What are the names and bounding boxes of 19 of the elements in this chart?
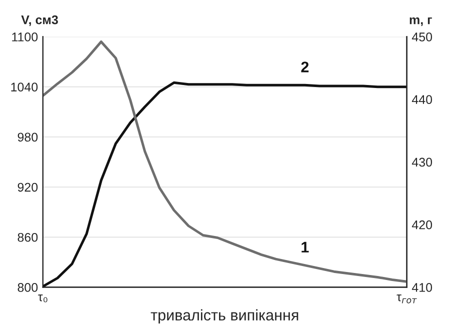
y2-axis-title: m, г — [410, 17, 432, 26]
x-tick-label: τ$_{гот}$ — [396, 294, 417, 304]
line-series — [42, 40, 407, 283]
x-tick-label: τ₀ — [38, 294, 48, 302]
y-tick-label: 920 — [18, 182, 38, 192]
y2-tick-label: 420 — [412, 220, 432, 230]
y-tick-label: 800 — [18, 283, 38, 292]
y-tick-label: 860 — [18, 232, 38, 242]
y-tick-label: 1100 — [12, 32, 38, 42]
x-axis-title: тривалість випікання — [150, 309, 298, 324]
y-axis-title: V, см3 — [21, 15, 58, 26]
y2-tick-label: 450 — [412, 32, 432, 42]
y-tick-label: 1040 — [11, 82, 38, 92]
y2-tick-label: 410 — [412, 283, 432, 292]
series-label: 2 — [301, 62, 309, 72]
series-label: 1 — [302, 242, 309, 252]
y2-tick-label: 430 — [412, 158, 432, 167]
y2-tick-label: 440 — [412, 95, 432, 104]
y-tick-label: 980 — [18, 132, 38, 142]
